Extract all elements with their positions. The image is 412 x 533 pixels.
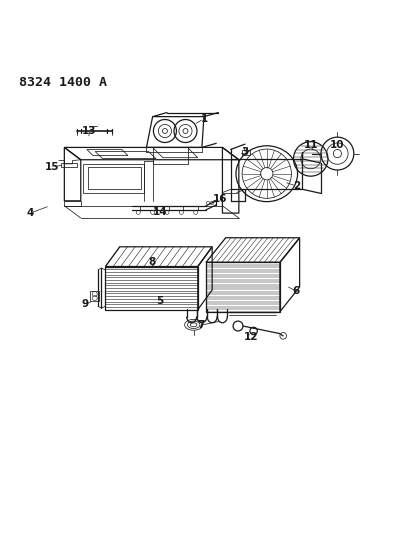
Text: 8: 8	[148, 257, 155, 268]
Text: 1: 1	[200, 114, 208, 124]
Text: 16: 16	[213, 194, 227, 204]
Text: 14: 14	[153, 207, 167, 217]
Text: 3: 3	[241, 147, 248, 157]
Text: 9: 9	[81, 299, 89, 309]
Text: 7: 7	[197, 320, 205, 330]
Text: 10: 10	[330, 140, 345, 150]
Text: 8324 1400 A: 8324 1400 A	[19, 76, 107, 88]
Text: 5: 5	[157, 296, 164, 306]
Text: 12: 12	[244, 332, 258, 342]
Text: 6: 6	[293, 286, 300, 296]
Text: 15: 15	[45, 162, 59, 172]
Text: 4: 4	[26, 208, 34, 218]
Text: 11: 11	[304, 140, 318, 150]
Text: 13: 13	[82, 126, 96, 136]
Text: 2: 2	[293, 181, 300, 191]
